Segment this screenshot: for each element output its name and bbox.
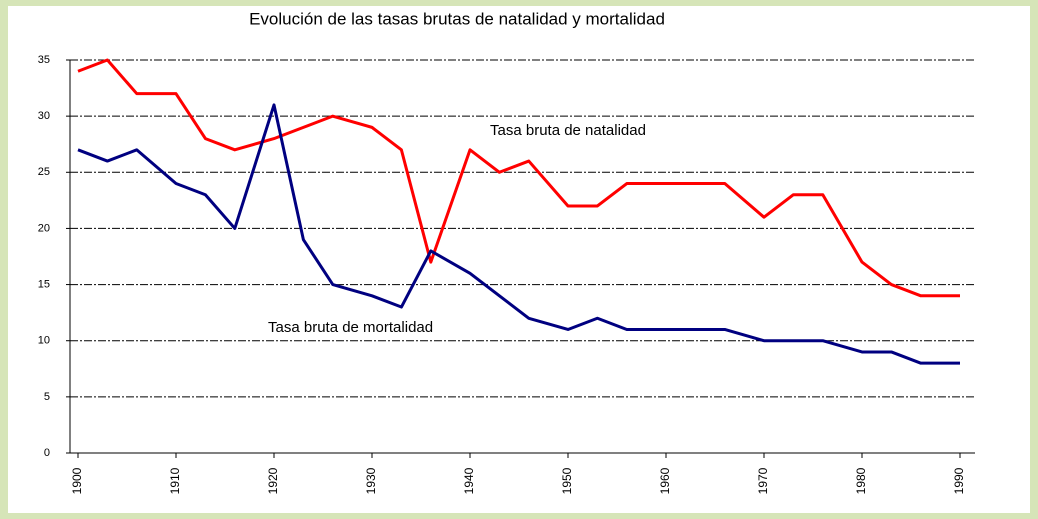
x-tick-label: 1910 (168, 467, 182, 494)
y-tick-label: 35 (38, 54, 50, 66)
y-tick-label: 25 (38, 166, 50, 178)
y-tick-label: 30 (38, 110, 50, 122)
y-tick-label: 0 (44, 447, 50, 459)
x-tick-label: 1920 (266, 467, 280, 494)
series-label: Tasa bruta de mortalidad (268, 319, 433, 336)
x-tick-label: 1960 (658, 467, 672, 494)
series-label: Tasa bruta de natalidad (490, 122, 646, 139)
x-tick-label: 1950 (560, 467, 574, 494)
x-tick-label: 1940 (462, 467, 476, 494)
series-line (77, 58, 960, 298)
x-tick-label: 1990 (952, 467, 966, 494)
x-tick-label: 1970 (756, 467, 770, 494)
label-background (264, 316, 438, 338)
label-background (486, 119, 650, 141)
y-tick-label: 15 (38, 278, 50, 290)
y-tick-label: 10 (38, 335, 50, 347)
x-tick-label: 1900 (70, 467, 84, 494)
plot-background (8, 6, 1030, 513)
x-tick-label: 1980 (854, 467, 868, 494)
series-line (77, 103, 960, 365)
chart-title: Evolución de las tasas brutas de natalid… (249, 9, 665, 28)
y-tick-label: 5 (44, 391, 50, 403)
x-tick-label: 1930 (364, 467, 378, 494)
y-tick-label: 20 (38, 222, 50, 234)
